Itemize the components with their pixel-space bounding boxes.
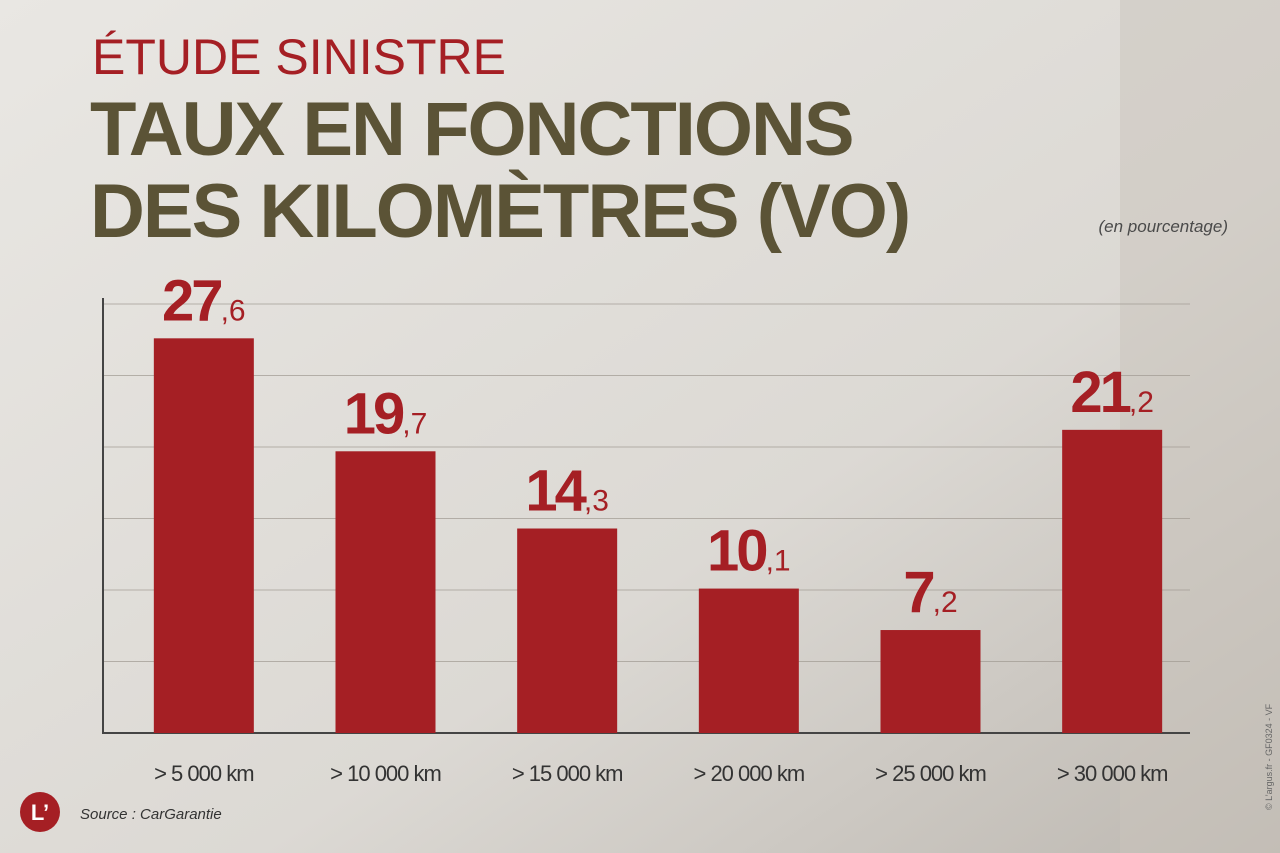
- value-label: 14,3: [525, 459, 609, 524]
- value-label-dec: ,2: [933, 586, 958, 619]
- bar: [880, 630, 981, 733]
- value-label-int: 19: [344, 381, 404, 446]
- value-label-dec: ,7: [402, 407, 427, 440]
- bar: [517, 528, 618, 733]
- bar: [1062, 429, 1163, 733]
- bar: [153, 338, 254, 733]
- logo: L’: [31, 800, 49, 825]
- title-line: TAUX EN FONCTIONS: [90, 87, 853, 172]
- x-tick-label: > 10 000 km: [330, 761, 441, 786]
- value-label: 21,2: [1070, 360, 1154, 425]
- value-label-int: 10: [707, 519, 766, 584]
- value-label-dec: ,3: [584, 485, 609, 518]
- value-label-dec: ,6: [221, 294, 246, 327]
- logo-badge: [20, 792, 60, 832]
- bar: [698, 588, 799, 733]
- credit: © L’argus.fr - GF0324 - VF: [1264, 703, 1274, 810]
- value-label-dec: ,1: [766, 545, 791, 578]
- x-tick-label: > 25 000 km: [875, 761, 986, 786]
- value-label: 10,1: [707, 519, 791, 584]
- value-label-int: 14: [525, 459, 586, 524]
- bar: [335, 451, 436, 733]
- title-line: DES KILOMÈTRES (VO): [90, 169, 909, 254]
- x-tick-label: > 5 000 km: [154, 761, 253, 786]
- x-tick-label: > 15 000 km: [512, 761, 623, 786]
- value-label-dec: ,2: [1129, 386, 1154, 419]
- x-tick-label: > 20 000 km: [693, 761, 804, 786]
- source: Source : CarGarantie: [80, 806, 222, 823]
- kicker: ÉTUDE SINISTRE: [92, 29, 506, 85]
- value-label-int: 27: [162, 268, 221, 333]
- value-label-int: 21: [1070, 360, 1130, 425]
- x-tick-label: > 30 000 km: [1057, 761, 1168, 786]
- value-label: 27,6: [162, 268, 246, 333]
- value-label: 7,2: [903, 560, 957, 625]
- value-label-int: 7: [903, 560, 933, 625]
- value-label: 19,7: [344, 381, 428, 446]
- unit-label: (en pourcentage): [1099, 217, 1228, 236]
